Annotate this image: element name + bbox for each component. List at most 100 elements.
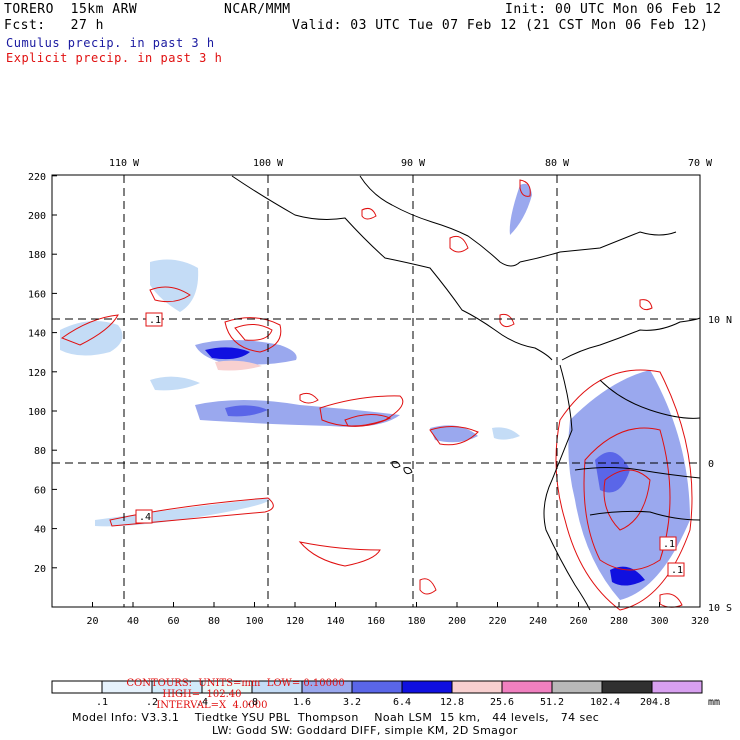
colorbar-swatch (551, 680, 603, 694)
coastlines (231, 175, 701, 611)
x-tick-label: 80 (208, 616, 220, 627)
y-tick-label: 120 (28, 368, 46, 379)
cumulus-band-west (60, 321, 123, 356)
valid-time: Valid: 03 UTC Tue 07 Feb 12 (21 CST Mon … (292, 18, 709, 33)
colorbar-swatch (601, 680, 653, 694)
latitude-label: 10 S (708, 603, 732, 614)
axis-ticks (52, 175, 701, 607)
colorbar-swatch (351, 680, 403, 694)
x-tick-label: 120 (286, 616, 304, 627)
colorbar-swatch (501, 680, 553, 694)
contour-high: HIGH= 102.40 (162, 689, 242, 700)
colorbar-label: .2 (145, 697, 159, 708)
cumulus-isolated2 (492, 427, 520, 440)
label-box-text-3: .1 (663, 539, 675, 550)
cumulus-band-center (195, 400, 400, 427)
country-border-1 (599, 379, 701, 419)
colorbar-label: 3.2 (342, 697, 362, 708)
longitude-label: 110 W (109, 158, 140, 169)
cumulus-isolated (430, 425, 478, 443)
y-tick-label: 180 (28, 250, 46, 261)
galapagos-islands (391, 461, 413, 475)
cumulus-band-south (95, 498, 271, 527)
x-tick-label: 160 (367, 616, 385, 627)
label-box-texts: .1 .4 .1 .1 (139, 315, 683, 576)
y-tick-label: 20 (34, 564, 46, 575)
y-tick-label: 80 (34, 446, 46, 457)
colorbar-swatch (651, 680, 703, 694)
y-tick-label: 100 (28, 407, 46, 418)
label-box-4 (667, 562, 685, 577)
colorbar-swatch (401, 680, 453, 694)
country-border-3 (589, 510, 701, 521)
grid (52, 175, 700, 607)
x-tick-label: 260 (569, 616, 587, 627)
longitude-label: 70 W (688, 158, 713, 169)
latitude-label: 0 (708, 459, 714, 470)
explicit-legend-line: Explicit precip. in past 3 h (6, 51, 223, 65)
x-tick-label: 300 (650, 616, 668, 627)
x-tick-label: 200 (448, 616, 466, 627)
x-tick-label: 20 (86, 616, 98, 627)
caribbean-coast (519, 231, 677, 263)
forecast-hour: Fcst: 27 h (4, 18, 104, 33)
y-tick-label: 220 (28, 172, 46, 183)
latitude-label: 10 N (708, 315, 732, 326)
x-tick-label: 140 (326, 616, 344, 627)
model-info-line1: Model Info: V3.3.1 Tiedtke YSU PBL Thomp… (72, 711, 600, 724)
contour-info: CONTOURS: UNITS=mm LOW= 0.10000 HIGH= 10… (120, 667, 345, 711)
org-label: NCAR/MMM (224, 2, 291, 17)
south-america-west-coast (543, 364, 591, 611)
country-border-2 (574, 467, 701, 479)
x-tick-label: 320 (691, 616, 709, 627)
colorbar-label: 102.4 (590, 697, 621, 708)
longitude-label: 100 W (253, 158, 284, 169)
cumulus-se-core (595, 452, 630, 493)
colorbar-label: 6.4 (392, 697, 412, 708)
longitude-label: 90 W (401, 158, 426, 169)
model-info-line2: LW: Godd SW: Goddard DIFF, simple KM, 2D… (212, 724, 518, 737)
contour-units: CONTOURS: UNITS=mm LOW= 0.10000 (126, 678, 345, 689)
x-tick-label: 100 (245, 616, 263, 627)
central-america-coast-north (359, 175, 521, 267)
y-tick-label: 140 (28, 329, 46, 340)
x-tick-label: 220 (488, 616, 506, 627)
x-tick-label: 180 (407, 616, 425, 627)
longitude-label: 80 W (545, 158, 570, 169)
colorbar-label: 12.8 (440, 697, 465, 708)
model-title: TORERO 15km ARW (4, 2, 138, 17)
colorbar-unit: mm (708, 697, 721, 708)
cumulus-blob-top (150, 259, 199, 312)
label-box-3 (659, 536, 677, 551)
x-tick-label: 60 (167, 616, 179, 627)
colorbar-label: 204.8 (640, 697, 671, 708)
y-tick-label: 60 (34, 485, 46, 496)
colorbar-label: .1 (95, 697, 109, 708)
label-box-text-4: .1 (671, 565, 683, 576)
cumulus-band-mid (150, 376, 200, 391)
cumulus-core-north (205, 347, 250, 360)
label-box-2 (135, 509, 153, 524)
colorbar-label: .8 (245, 697, 259, 708)
colorbar-swatch (451, 680, 503, 694)
x-tick-label: 240 (529, 616, 547, 627)
south-america-coast (561, 317, 701, 361)
colorbar (51, 680, 703, 694)
colorbar-label: .4 (195, 697, 209, 708)
init-time: Init: 00 UTC Mon 06 Feb 12 (505, 2, 722, 17)
cumulus-core-center (225, 405, 268, 417)
contour-interval: INTERVAL=X 4.0000 (156, 700, 268, 711)
x-tick-label: 280 (610, 616, 628, 627)
cumulus-pink-core (215, 360, 262, 371)
cumulus-legend-line: Cumulus precip. in past 3 h (6, 36, 215, 50)
label-box-1 (145, 312, 163, 327)
label-boxes (135, 312, 685, 577)
x-tick-label: 40 (127, 616, 139, 627)
axis-labels: 20 40 60 80 100 120 140 160 180 200 220 240 260 280 30… (28, 158, 732, 627)
y-tick-label: 160 (28, 289, 46, 300)
cumulus-se-core2 (610, 566, 645, 586)
label-box-text-2: .4 (139, 512, 151, 523)
precip-fields (60, 183, 690, 600)
colorbar-label: 51.2 (540, 697, 565, 708)
